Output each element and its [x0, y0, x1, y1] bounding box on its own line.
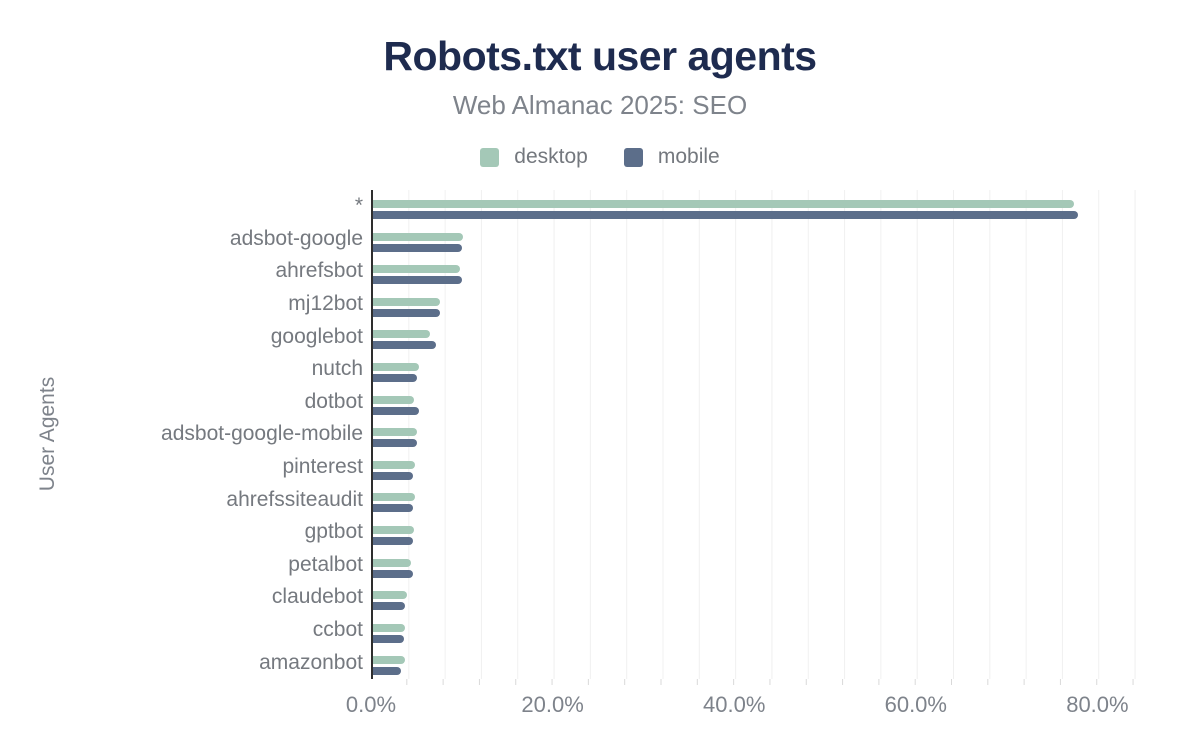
legend-label: desktop [514, 145, 588, 168]
category-label: adsbot-google-mobile [161, 422, 363, 446]
bar-mobile-ahrefssiteaudit[interactable] [373, 504, 413, 513]
bar-mobile-mj12bot[interactable] [373, 308, 441, 317]
bar-mobile-googlebot[interactable] [373, 341, 436, 350]
bar-desktop-dotbot[interactable] [373, 395, 414, 404]
bar-mobile-adsbot-google-mobile[interactable] [373, 439, 417, 448]
legend-label: mobile [657, 145, 720, 168]
bar-row [373, 418, 1143, 451]
bar-row [373, 614, 1143, 647]
bar-row [373, 288, 1143, 321]
category-label: googlebot [270, 324, 363, 348]
x-tick-label: 60.0% [884, 692, 947, 717]
category-labels: * adsbot-google ahrefsbot mj12bot googlebot n… [0, 190, 363, 679]
bar-row [373, 320, 1143, 353]
bar-mobile-ccbot[interactable] [373, 634, 404, 643]
bar-desktop-*[interactable] [373, 200, 1074, 208]
bar-desktop-ahrefsbot[interactable] [373, 265, 461, 274]
category-label: adsbot-google [229, 226, 363, 250]
x-tick-label: 80.0% [1066, 692, 1129, 717]
bar-mobile-claudebot[interactable] [373, 602, 405, 611]
chart-subtitle: Web Almanac 2025: SEO [452, 90, 748, 120]
bar-mobile-gptbot[interactable] [373, 536, 413, 545]
bar-desktop-mj12bot[interactable] [373, 297, 441, 306]
bar-row [373, 581, 1143, 614]
bar-desktop-claudebot[interactable] [373, 591, 407, 600]
category-label: petalbot [288, 552, 363, 576]
x-tick-label: 0.0% [345, 692, 397, 717]
legend: desktop mobile [0, 145, 1200, 169]
category-label: ccbot [312, 618, 363, 642]
category-label: dotbot [304, 389, 363, 413]
bar-mobile-amazonbot[interactable] [373, 667, 402, 676]
bar-mobile-petalbot[interactable] [373, 569, 413, 578]
bar-mobile-ahrefsbot[interactable] [373, 276, 462, 285]
x-axis-labels: 0.0% 20.0% 40.0% 60.0% 80.0% [346, 692, 1141, 720]
bar-desktop-amazonbot[interactable] [373, 656, 405, 665]
bar-row [373, 516, 1143, 549]
bar-desktop-ccbot[interactable] [373, 623, 405, 632]
category-label: nutch [311, 357, 363, 381]
bar-row [373, 549, 1143, 582]
x-tick-label: 20.0% [521, 692, 584, 717]
legend-swatch-icon [480, 147, 500, 167]
category-label: amazonbot [259, 650, 363, 674]
bar-desktop-petalbot[interactable] [373, 558, 412, 567]
bar-desktop-nutch[interactable] [373, 362, 420, 371]
bar-mobile-pinterest[interactable] [373, 471, 413, 480]
bar-row [373, 483, 1143, 516]
legend-item-desktop[interactable]: desktop [480, 145, 588, 169]
legend-swatch-icon [623, 147, 643, 167]
bar-desktop-pinterest[interactable] [373, 460, 415, 469]
bar-desktop-ahrefssiteaudit[interactable] [373, 493, 415, 502]
bar-desktop-gptbot[interactable] [373, 525, 414, 534]
bar-row [373, 255, 1143, 288]
bar-desktop-adsbot-google[interactable] [373, 232, 463, 241]
category-label: gptbot [304, 520, 363, 544]
bar-row [373, 353, 1143, 386]
bar-mobile-*[interactable] [373, 211, 1078, 219]
legend-item-mobile[interactable]: mobile [623, 145, 720, 169]
category-label: pinterest [282, 455, 363, 479]
category-label: claudebot [271, 585, 363, 609]
category-label: ahrefssiteaudit [226, 487, 363, 511]
x-axis-ticks [371, 679, 1141, 685]
bar-row [373, 190, 1143, 223]
category-label: mj12bot [288, 292, 363, 316]
category-label: ahrefsbot [275, 259, 363, 283]
bar-row [373, 646, 1143, 679]
bar-desktop-adsbot-google-mobile[interactable] [373, 428, 418, 437]
bar-mobile-adsbot-google[interactable] [373, 243, 462, 252]
bar-row [373, 223, 1143, 256]
bar-row [373, 386, 1143, 419]
plot-area [371, 190, 1143, 679]
x-tick-label: 40.0% [703, 692, 766, 717]
category-label: * [354, 194, 363, 218]
bar-mobile-dotbot[interactable] [373, 406, 420, 415]
bar-desktop-googlebot[interactable] [373, 330, 431, 339]
chart-title: Robots.txt user agents [383, 33, 817, 79]
bar-row [373, 451, 1143, 484]
bar-mobile-nutch[interactable] [373, 373, 418, 382]
